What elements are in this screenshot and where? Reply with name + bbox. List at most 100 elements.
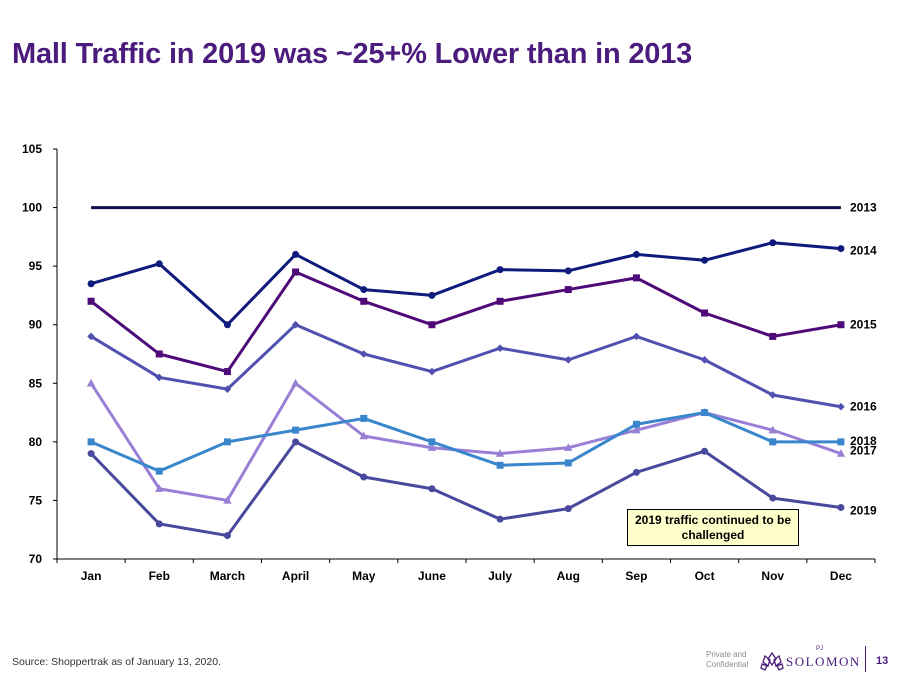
series-line-2019 <box>90 440 842 538</box>
y-tick-label: 90 <box>29 318 43 332</box>
point-2016 <box>155 373 164 382</box>
series-line-2015 <box>90 270 842 374</box>
confidential-line-2: Confidential <box>706 660 749 669</box>
point-2014 <box>292 250 300 258</box>
point-2017 <box>291 378 300 387</box>
y-tick-label: 80 <box>29 435 43 449</box>
y-tick-label: 100 <box>22 201 42 215</box>
legend-label-2019: 2019 <box>850 503 877 517</box>
y-tick-label: 85 <box>29 376 43 390</box>
point-2019 <box>87 450 95 458</box>
point-2015 <box>632 274 640 282</box>
logo-text: SOLOMON <box>786 654 861 669</box>
point-2016 <box>87 332 95 341</box>
logo-prefix: PJ <box>816 646 824 652</box>
line-chart: 70 75 80 85 90 95 100 105 Jan Feb March April May Jun… <box>22 142 877 583</box>
point-2018 <box>837 438 845 446</box>
point-2018 <box>564 459 572 467</box>
y-tick-label: 95 <box>29 259 43 273</box>
point-2019 <box>769 494 777 502</box>
point-2015 <box>701 309 709 317</box>
point-2018 <box>292 426 300 434</box>
point-2014 <box>155 260 163 268</box>
x-tick-label: June <box>418 569 446 583</box>
point-2017 <box>768 425 777 434</box>
point-2018 <box>155 467 163 475</box>
point-2019 <box>632 468 640 476</box>
point-2017 <box>359 431 368 440</box>
confidential-line-1: Private and <box>706 650 747 659</box>
point-2017 <box>632 425 641 434</box>
point-2016 <box>428 367 436 376</box>
series-line-2014 <box>90 241 842 327</box>
y-tick-label: 105 <box>22 142 42 156</box>
series-line-2016 <box>90 323 842 409</box>
point-2019 <box>701 447 709 455</box>
x-tick-label: Oct <box>695 569 715 583</box>
point-2019 <box>837 503 845 511</box>
point-2014 <box>360 286 368 294</box>
x-tick-label: May <box>352 569 376 583</box>
legend-label-2016: 2016 <box>850 400 877 414</box>
series-line-2018 <box>90 411 841 473</box>
point-2017 <box>86 378 96 387</box>
point-2018 <box>223 438 231 446</box>
point-2015 <box>837 321 845 329</box>
point-2018 <box>360 414 368 422</box>
point-2014 <box>496 266 504 274</box>
point-2017 <box>564 443 573 451</box>
point-2019 <box>564 505 572 513</box>
point-2017 <box>836 449 846 457</box>
point-2019 <box>292 438 300 446</box>
x-tick-label: Feb <box>149 569 170 583</box>
point-2016 <box>700 356 709 364</box>
point-2015 <box>428 321 436 329</box>
point-2014 <box>223 321 231 329</box>
point-2016 <box>768 391 777 399</box>
legend-label-2014: 2014 <box>850 244 877 258</box>
point-2015 <box>155 350 163 358</box>
point-2018 <box>701 409 709 417</box>
x-tick-label: Jan <box>81 569 102 583</box>
x-tick-label: Aug <box>557 569 580 583</box>
point-2014 <box>564 267 572 275</box>
page-number: 13 <box>876 655 889 667</box>
legend-label-2017: 2017 <box>850 444 877 458</box>
point-2018 <box>496 461 504 469</box>
lotus-logo-icon <box>760 651 784 671</box>
point-2016 <box>291 320 300 329</box>
point-2015 <box>87 297 95 305</box>
page-title: Mall Traffic in 2019 was ~25+% Lower tha… <box>12 38 693 70</box>
footer-divider <box>865 646 866 672</box>
source-note: Source: Shoppertrak as of January 13, 20… <box>12 656 221 668</box>
point-2014 <box>837 245 845 253</box>
y-tick-label: 70 <box>29 552 43 566</box>
point-2019 <box>360 473 368 481</box>
point-2019 <box>155 520 163 528</box>
point-2015 <box>292 268 300 276</box>
x-tick-label: April <box>282 569 309 583</box>
point-2014 <box>701 256 709 264</box>
legend-label-2013: 2013 <box>850 201 877 215</box>
x-tick-label: Dec <box>830 569 852 583</box>
point-2018 <box>769 438 777 446</box>
point-2015 <box>496 297 504 305</box>
y-tick-label: 75 <box>29 493 43 507</box>
point-2014 <box>769 239 777 247</box>
point-2017 <box>495 449 505 457</box>
point-2016 <box>496 344 504 352</box>
chart-annotation: 2019 traffic continued to be challenged <box>627 509 799 546</box>
point-2018 <box>87 438 95 446</box>
x-tick-label: July <box>488 569 512 583</box>
point-2015 <box>360 297 368 305</box>
point-2014 <box>87 280 95 288</box>
confidential-label: Private and Confidential <box>706 650 748 670</box>
point-2015 <box>769 332 777 340</box>
point-2015 <box>223 368 231 376</box>
point-2019 <box>223 532 231 540</box>
point-2014 <box>632 250 640 258</box>
point-2016 <box>564 356 573 364</box>
point-2018 <box>632 420 640 428</box>
point-2019 <box>428 485 436 493</box>
point-2017 <box>223 495 232 504</box>
